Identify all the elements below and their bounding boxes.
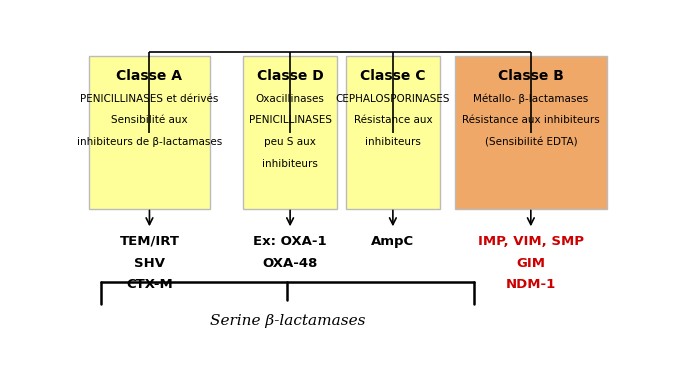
Text: Résistance aux: Résistance aux bbox=[354, 116, 432, 125]
Text: Sensibilité aux: Sensibilité aux bbox=[111, 116, 188, 125]
FancyBboxPatch shape bbox=[346, 56, 440, 209]
FancyBboxPatch shape bbox=[243, 56, 337, 209]
FancyBboxPatch shape bbox=[455, 56, 607, 209]
Text: OXA-48: OXA-48 bbox=[262, 257, 318, 270]
Text: PENICILLINASES: PENICILLINASES bbox=[248, 116, 332, 125]
Text: TEM/IRT: TEM/IRT bbox=[119, 235, 179, 248]
Text: Résistance aux inhibiteurs: Résistance aux inhibiteurs bbox=[462, 116, 600, 125]
Text: AmpC: AmpC bbox=[371, 235, 415, 248]
Text: Oxacillinases: Oxacillinases bbox=[255, 94, 325, 104]
Text: Classe C: Classe C bbox=[360, 69, 426, 83]
Text: inhibiteurs de β-lactamases: inhibiteurs de β-lactamases bbox=[77, 137, 222, 147]
Text: inhibiteurs: inhibiteurs bbox=[262, 159, 318, 169]
Text: CTX-M: CTX-M bbox=[126, 278, 173, 291]
Text: CEPHALOSPORINASES: CEPHALOSPORINASES bbox=[336, 94, 450, 104]
Text: Métallo- β-lactamases: Métallo- β-lactamases bbox=[473, 94, 588, 104]
Text: (Sensibilité EDTA): (Sensibilité EDTA) bbox=[484, 137, 577, 147]
FancyBboxPatch shape bbox=[89, 56, 210, 209]
Text: inhibiteurs: inhibiteurs bbox=[365, 137, 421, 147]
Text: PENICILLINASES et dérivés: PENICILLINASES et dérivés bbox=[80, 94, 218, 104]
Text: SHV: SHV bbox=[134, 257, 165, 270]
Text: GIM: GIM bbox=[517, 257, 545, 270]
Text: Ex: OXA-1: Ex: OXA-1 bbox=[253, 235, 327, 248]
Text: IMP, VIM, SMP: IMP, VIM, SMP bbox=[478, 235, 584, 248]
Text: peu S aux: peu S aux bbox=[264, 137, 316, 147]
Text: Classe A: Classe A bbox=[117, 69, 182, 83]
Text: Serine β-lactamases: Serine β-lactamases bbox=[209, 314, 365, 328]
Text: Classe D: Classe D bbox=[257, 69, 323, 83]
Text: NDM-1: NDM-1 bbox=[506, 278, 556, 291]
Text: Classe B: Classe B bbox=[498, 69, 564, 83]
